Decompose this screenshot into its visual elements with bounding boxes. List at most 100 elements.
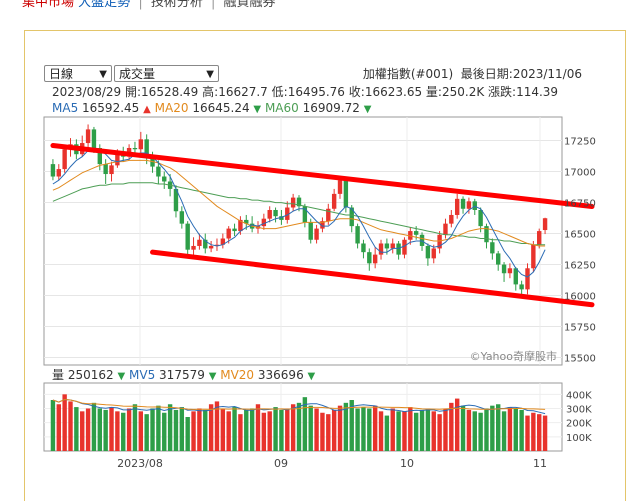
vol-label: 量 (52, 368, 65, 382)
volume-bar (466, 409, 472, 451)
price-tick-label: 15750 (564, 323, 596, 334)
candle-body (320, 221, 325, 229)
volume-bar (302, 397, 308, 451)
volume-bar (519, 409, 524, 451)
candle-body (437, 234, 442, 249)
candle-body (232, 228, 237, 232)
ma-legend: MA5 16592.45 ▲ MA20 16645.24 ▼ MA60 1690… (52, 101, 371, 117)
candle-body (331, 193, 337, 209)
candle-body (490, 242, 495, 254)
candle-body (296, 197, 302, 207)
low-label: 低: (271, 85, 288, 99)
kline-chart[interactable]: 17250 17000 16750 16500 16250 16000 15750 15500… (0, 0, 640, 490)
candle-body (378, 243, 384, 255)
candle-body (97, 148, 102, 165)
candle-body (56, 169, 61, 177)
nav-technical[interactable]: 技術分析 (150, 0, 203, 10)
candle-body (396, 243, 401, 255)
volume-bar (331, 409, 337, 451)
volume-bar (115, 411, 120, 451)
down-arrow-icon: ▼ (117, 371, 126, 382)
change-label: 漲跌: (488, 85, 517, 99)
volume-bar (167, 404, 173, 451)
volume-bar (197, 408, 202, 451)
date-tick-label: 09 (274, 457, 288, 470)
ma20-value: 16645.24 (192, 101, 250, 115)
ma60-line (52, 182, 546, 246)
candle-body (273, 210, 278, 217)
period-select[interactable]: 日線 ▼ (44, 65, 112, 82)
candle-body (443, 223, 448, 235)
index-info: 加權指數(#001) 最後日期:2023/11/06 (363, 67, 582, 81)
volume-bar (109, 407, 114, 451)
candle-body (173, 188, 179, 212)
volume-value: 250.2K (441, 85, 485, 99)
volume-legend: 量 250162 ▼ MV5 317579 ▼ MV20 336696 ▼ (52, 368, 315, 384)
candle-body (425, 245, 431, 259)
candle-body (144, 139, 149, 157)
candle-body (138, 139, 144, 150)
volume-bar (290, 404, 296, 451)
candle-body (384, 243, 390, 249)
indicator-select[interactable]: 成交量 ▼ (114, 65, 219, 82)
volume-bar (454, 398, 460, 451)
candle-body (156, 166, 161, 177)
candle-body (484, 226, 489, 243)
volume-bar (396, 411, 401, 451)
volume-bar (496, 404, 501, 451)
volume-bar (62, 394, 67, 451)
ohlc-readout: 2023/08/29 開:16528.49 高:16627.7 低:16495.… (52, 85, 558, 99)
mv5-label: MV5 (129, 368, 156, 382)
volume-bar (443, 408, 448, 451)
volume-bar (419, 409, 425, 451)
volume-bar (308, 405, 313, 451)
candle-body (542, 218, 548, 231)
volume-bar (249, 408, 255, 451)
volume-bar (132, 404, 138, 451)
volume-bar (179, 407, 185, 451)
nav-separator: | (138, 0, 143, 10)
volume-bar (296, 402, 302, 451)
candle-body (191, 245, 196, 250)
last-date: 2023/11/06 (512, 67, 582, 81)
candle-body (349, 207, 354, 227)
chart-panel (24, 30, 626, 501)
down-arrow-icon: ▼ (363, 104, 372, 115)
trendline (150, 249, 595, 308)
candle-body (478, 210, 483, 227)
volume-bar (185, 417, 190, 451)
volume-bar (460, 405, 466, 451)
nav-trend[interactable]: 大盤走勢 (78, 0, 131, 10)
nav-market[interactable]: 集中市場 (22, 0, 75, 10)
open-label: 開: (125, 85, 142, 99)
volume-tick-label: 100K (566, 433, 592, 444)
volume-bar (355, 408, 360, 451)
price-tick-label: 17250 (564, 137, 596, 148)
candle-body (285, 207, 290, 220)
ma60-value: 16909.72 (302, 101, 360, 115)
volume-bar (408, 407, 413, 451)
price-tick-label: 15500 (564, 354, 596, 365)
candle-body (367, 252, 372, 264)
volume-bar (314, 408, 319, 451)
volume-bar (97, 408, 102, 451)
vol-value: 250162 (67, 368, 114, 382)
candle-body (179, 211, 185, 224)
candle-body (454, 198, 460, 215)
volume-bar (501, 411, 507, 451)
nav-margin[interactable]: 融資融券 (223, 0, 276, 10)
mv20-value: 336696 (257, 368, 304, 382)
nav-separator: | (211, 0, 216, 10)
volume-bar (372, 405, 378, 451)
candle-body (132, 148, 138, 150)
price-tick-label: 17000 (564, 168, 596, 179)
volume-bar (56, 404, 61, 451)
volume-bar (361, 407, 366, 451)
volume-bar (531, 412, 536, 451)
volume-bar (472, 411, 477, 451)
index-name: 加權指數(#001) (362, 67, 454, 81)
mv5-value: 317579 (159, 368, 205, 382)
price-tick-label: 16000 (564, 292, 596, 303)
candle-body (62, 149, 67, 170)
volume-bar (478, 412, 483, 451)
